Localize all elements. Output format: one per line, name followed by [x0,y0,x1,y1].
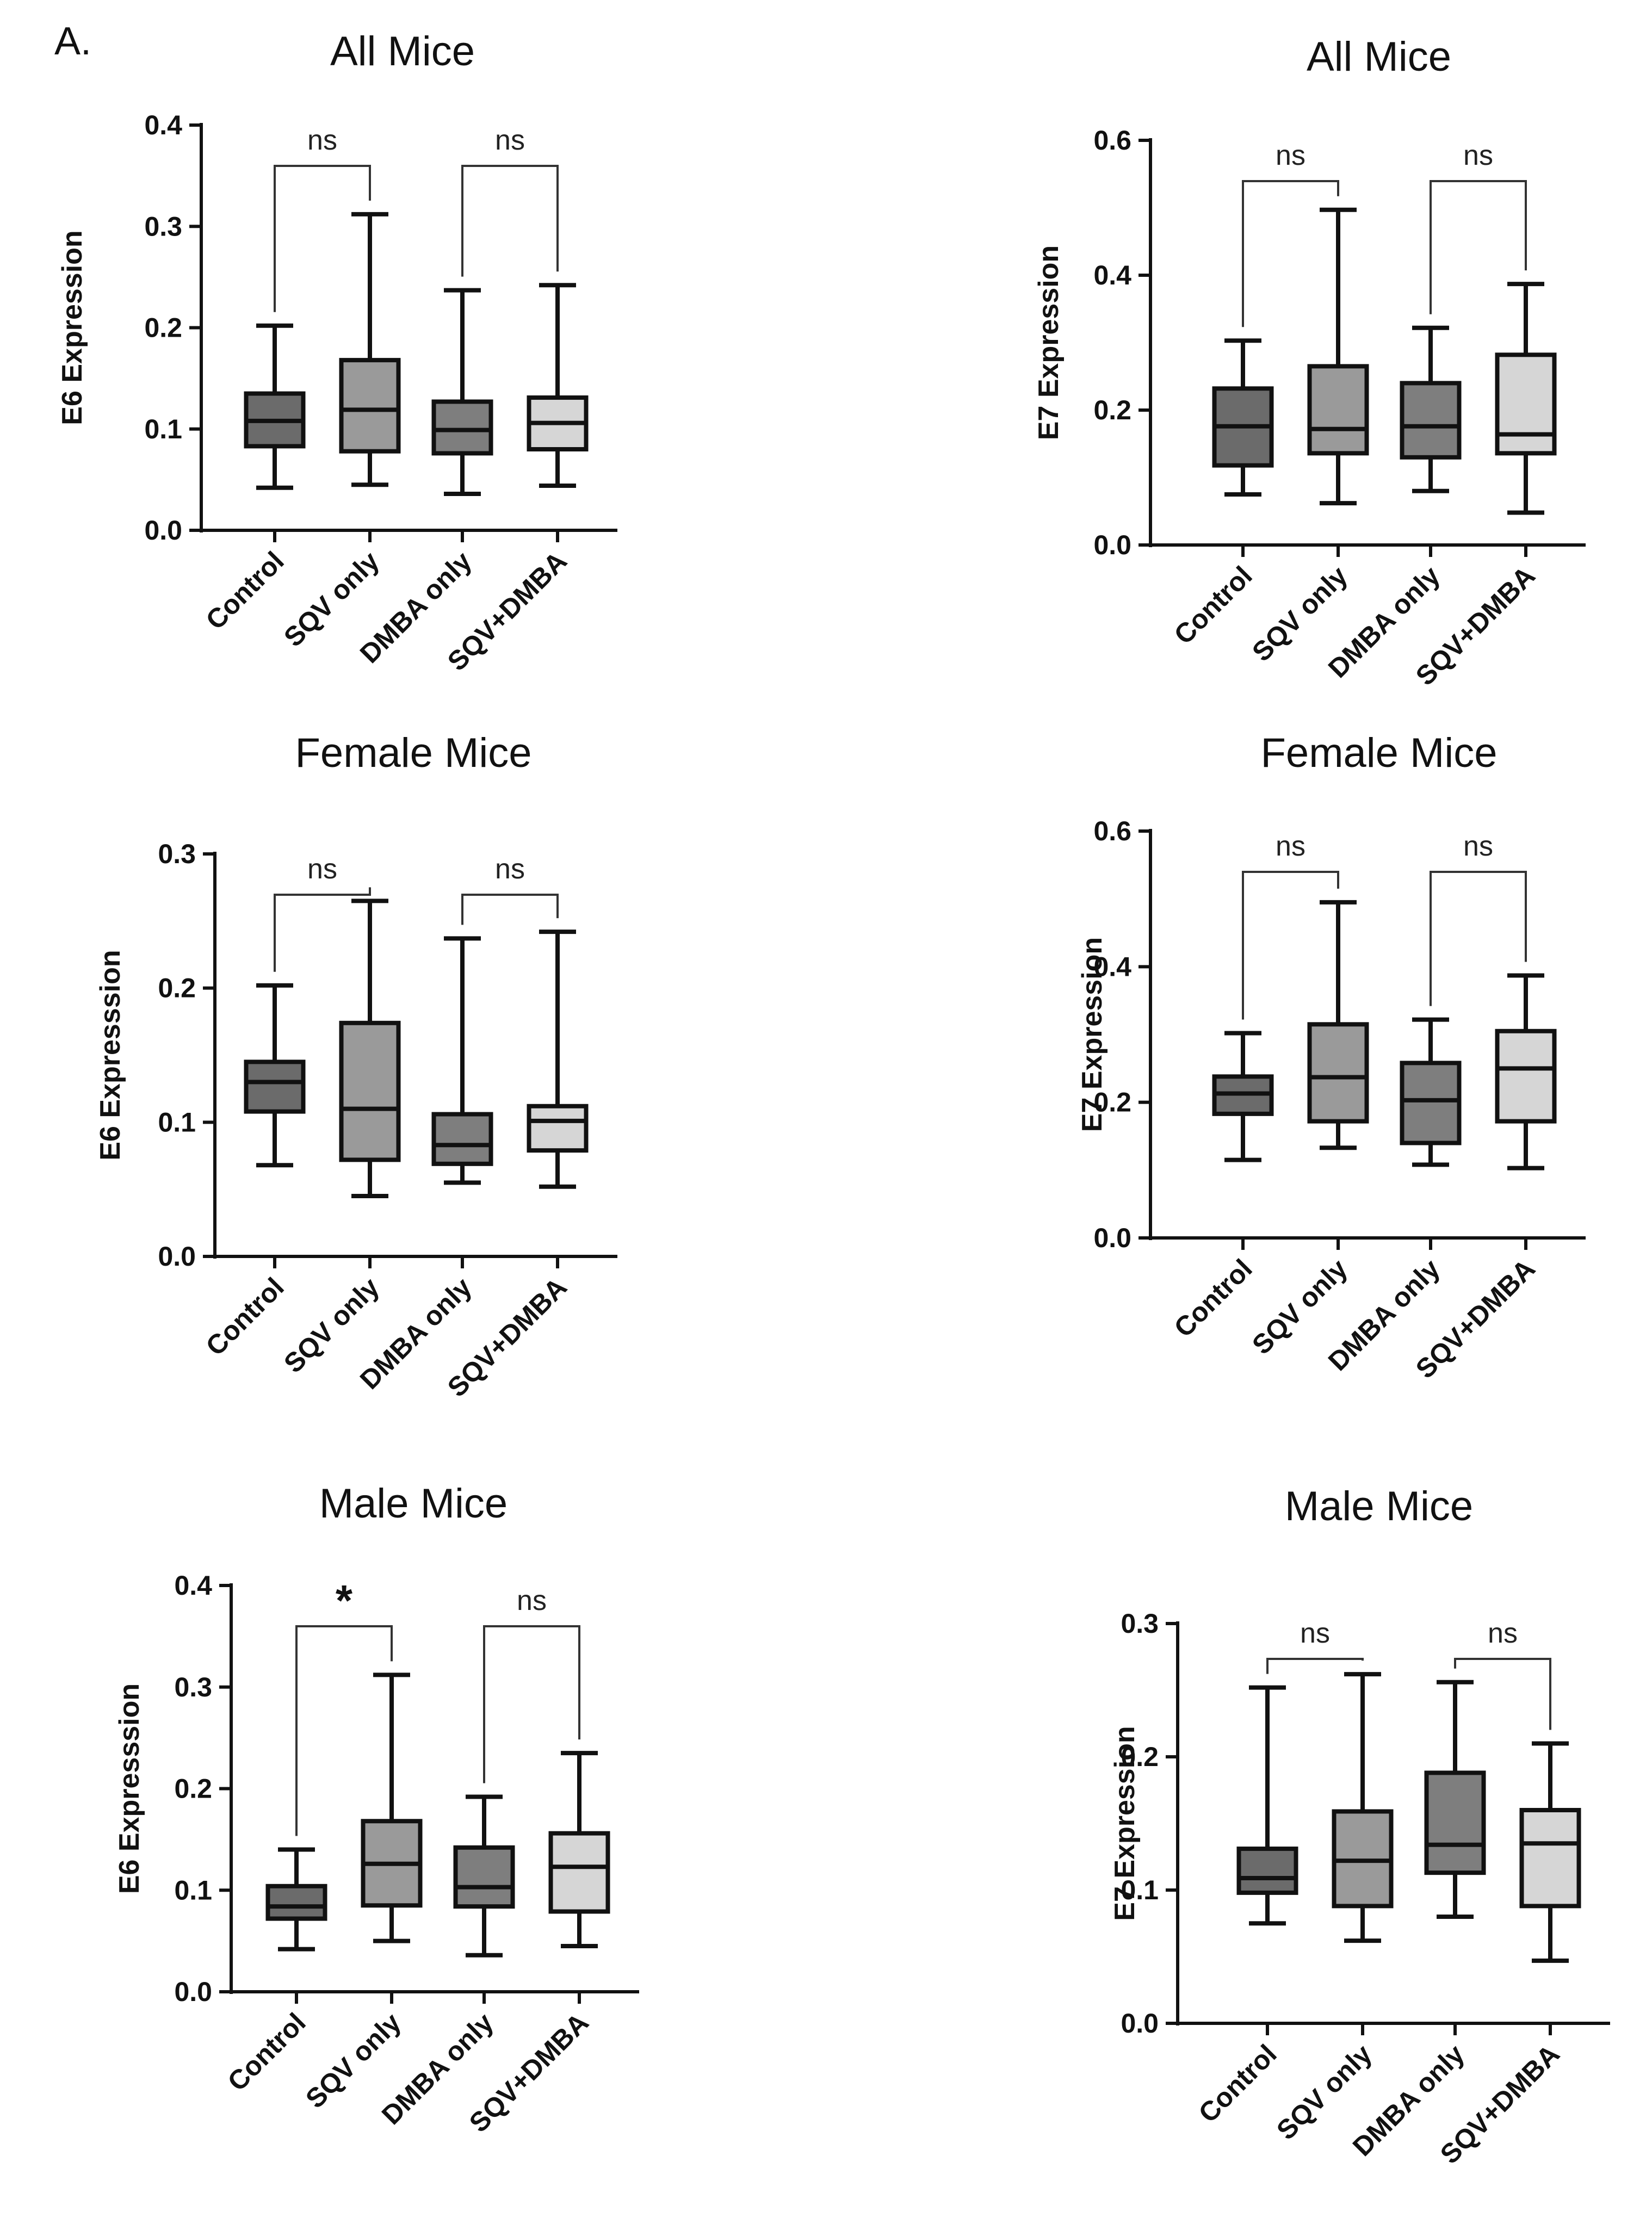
box [548,1831,610,1914]
box [1424,1770,1486,1875]
y-tick-label: 0.1 [1121,1875,1159,1905]
panel-title: Male Mice [319,1481,508,1527]
significance-label: ns [517,1585,547,1616]
significance-label: ns [1488,1618,1518,1649]
significance-label: ns [1463,831,1493,862]
box [431,399,493,456]
x-tick-label: Control [200,546,290,635]
y-tick-label: 0.2 [158,973,196,1004]
box [1400,381,1462,460]
y-tick-label: 0.4 [144,110,182,140]
y-axis-label: E7 Expression [1109,1726,1141,1921]
box [1236,1847,1298,1895]
y-tick-label: 0.2 [1093,1087,1131,1118]
box [244,1060,306,1114]
box [339,358,401,454]
significance-label: ns [495,853,525,885]
y-tick-label: 0.2 [144,313,182,343]
panel-title: Male Mice [1285,1483,1473,1529]
box [265,1884,327,1921]
y-tick-label: 0.0 [144,515,182,546]
box-plot-panel: All Mice E7 Expression 0.0 0.2 0.4 0.6 Control… [1033,34,1586,691]
significance-bracket [295,1625,393,1836]
y-tick-label: 0.0 [1093,1223,1131,1253]
figure-label: A. [54,20,91,63]
significance-label: ns [1300,1618,1330,1649]
y-axis-label: E6 Expresssion [95,950,126,1160]
x-tick-label: Control [1193,2039,1283,2128]
y-axis-label: E6 Expresssion [114,1683,145,1894]
box [339,1020,401,1162]
significance-bracket [1430,871,1527,1006]
box-plot-panel: Female Mice E6 Expresssion 0.0 0.1 0.2 0.3 Con… [95,730,617,1403]
y-tick-label: 0.6 [1093,125,1131,156]
y-tick-label: 0.2 [1121,1742,1159,1772]
box [1519,1808,1581,1909]
y-tick-label: 0.3 [1121,1608,1159,1639]
significance-bracket [1266,1658,1364,1674]
box [453,1845,515,1909]
significance-bracket [1430,180,1527,314]
box [1307,1022,1369,1124]
x-tick-label: Control [1168,560,1258,650]
y-tick-label: 0.0 [174,1977,212,2007]
y-axis-label: E7 Expression [1033,245,1065,440]
y-tick-label: 0.4 [1093,260,1131,290]
y-tick-label: 0.3 [174,1672,212,1702]
significance-bracket [461,894,559,925]
box-plot-panel: Female Mice E7 Expression 0.0 0.2 0.4 0.6 Cont… [1076,730,1586,1384]
box [1400,1061,1462,1145]
box [1307,364,1369,456]
significance-bracket [461,165,559,277]
plots: All Mice E6 Expression 0.0 0.1 0.2 0.3 0.4 Cont… [57,28,1610,2170]
y-tick-label: 0.3 [144,211,182,241]
box [431,1112,493,1166]
y-tick-label: 0.4 [1093,951,1131,982]
y-tick-label: 0.1 [144,414,182,444]
box [527,1104,589,1153]
y-tick-label: 0.4 [174,1570,212,1601]
box [1495,1029,1557,1124]
panel-title: All Mice [330,28,475,75]
y-tick-label: 0.2 [1093,395,1131,425]
significance-label: ns [1276,831,1305,862]
significance-label: ns [307,125,337,156]
box-plot-panel: All Mice E6 Expression 0.0 0.1 0.2 0.3 0.4 Cont… [57,28,617,677]
y-tick-label: 0.6 [1093,816,1131,846]
significance-label: ns [307,853,337,885]
significance-bracket [1242,180,1339,327]
y-tick-label: 0.2 [174,1774,212,1804]
significance-bracket [483,1625,580,1783]
significance-bracket [1454,1658,1551,1730]
box-plot-panel: Male Mice E6 Expresssion 0.0 0.1 0.2 0.3 0.4 Co… [114,1481,639,2138]
significance-bracket [274,165,371,312]
y-tick-label: 0.1 [158,1107,196,1137]
y-axis-label: E7 Expression [1076,937,1108,1132]
x-tick-label: Control [200,1272,290,1361]
significance-label: * [336,1576,353,1625]
y-tick-label: 0.3 [158,839,196,869]
significance-label: ns [495,125,525,156]
panel-title: All Mice [1307,34,1451,80]
box [1495,352,1557,456]
significance-bracket [274,887,371,972]
x-tick-label: Control [1168,1253,1258,1343]
panel-title: Female Mice [295,730,532,776]
y-tick-label: 0.0 [1121,2008,1159,2039]
significance-label: ns [1276,140,1305,171]
box-plot-panel: Male Mice E7 Expression 0.0 0.1 0.2 0.3 Contro… [1109,1483,1610,2170]
y-tick-label: 0.1 [174,1875,212,1905]
significance-bracket [1242,871,1339,1020]
y-tick-label: 0.0 [158,1241,196,1272]
panel-title: Female Mice [1261,730,1498,776]
y-tick-label: 0.0 [1093,530,1131,560]
y-axis-label: E6 Expression [57,230,88,425]
x-tick-label: Control [222,2007,312,2097]
significance-label: ns [1463,140,1493,171]
